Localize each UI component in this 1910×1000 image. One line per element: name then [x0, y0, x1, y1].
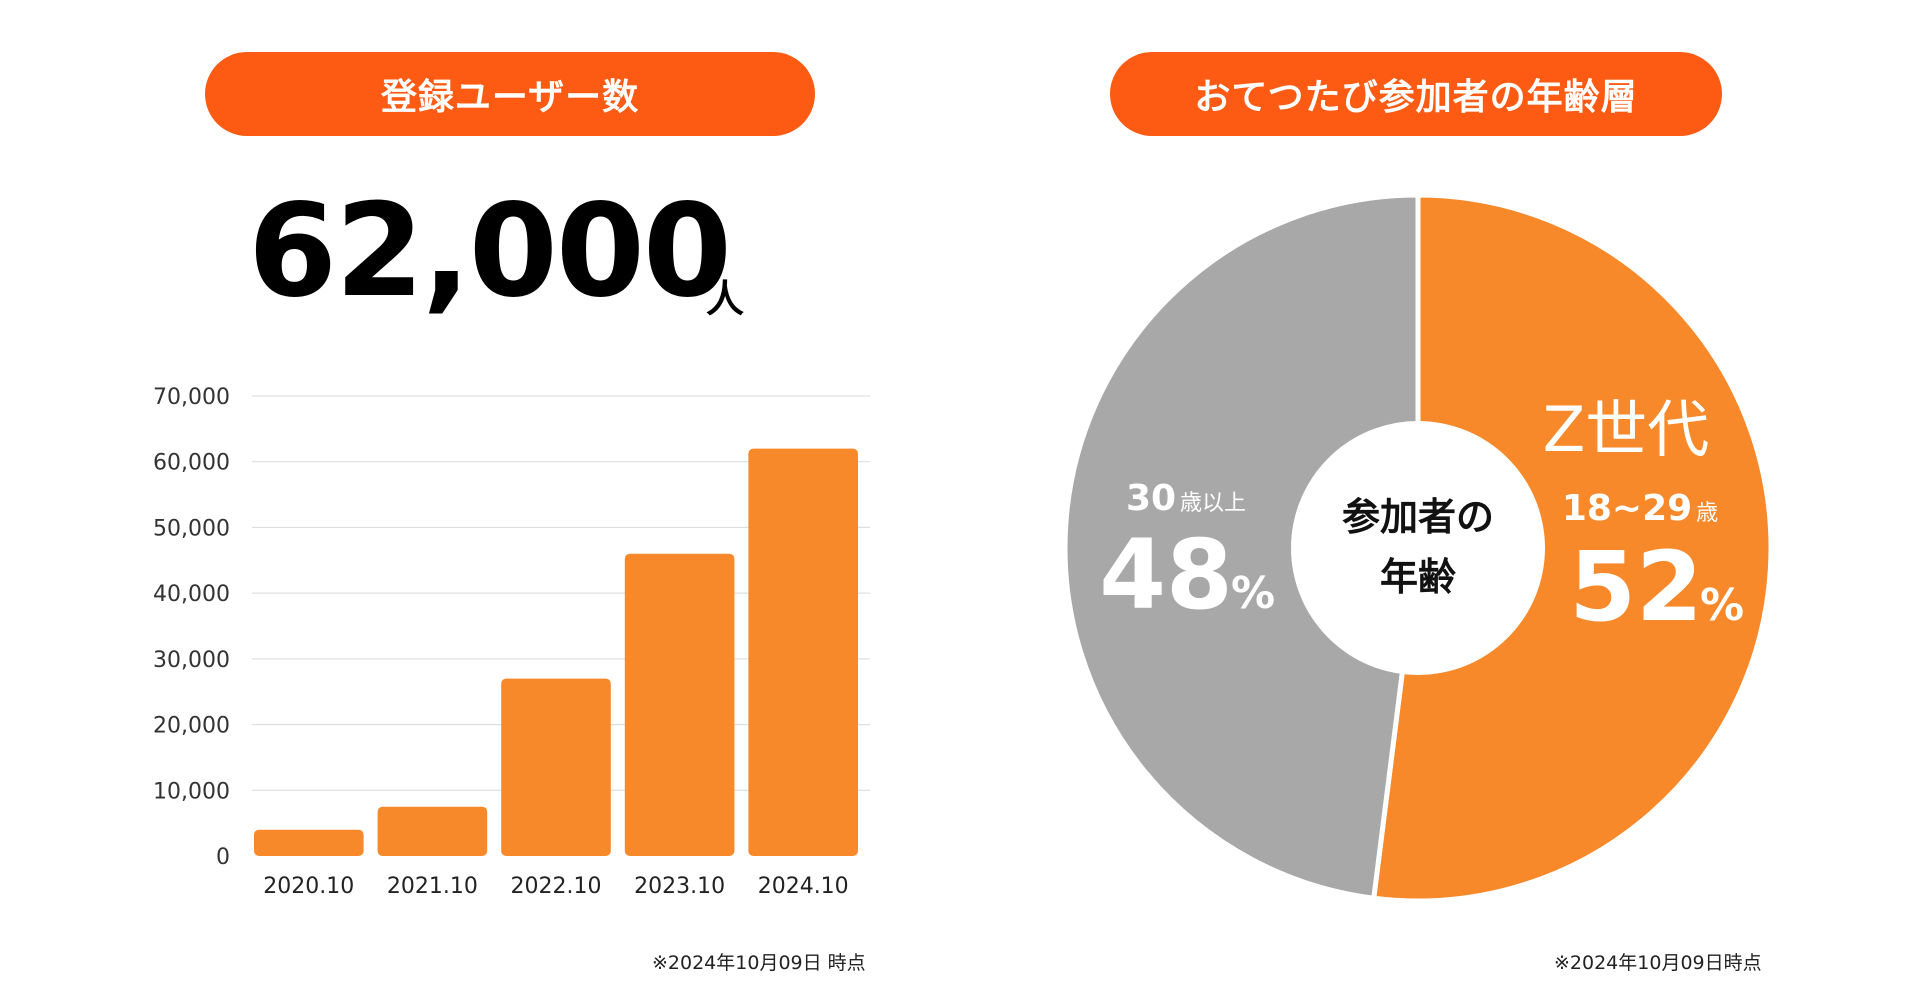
total-users-number: 62,000	[248, 177, 732, 326]
y-tick-label: 60,000	[153, 451, 230, 476]
y-tick-label: 20,000	[153, 714, 230, 739]
registered-users-title: 登録ユーザー数	[205, 52, 815, 136]
x-tick-label: 2023.10	[634, 874, 725, 899]
age-group-title: おてつたび参加者の年齢層	[1110, 52, 1722, 136]
y-tick-label: 40,000	[153, 582, 230, 607]
pie-center-label-line2: 年齢	[1380, 555, 1456, 599]
over-30-age-label: 30 歳以上	[1126, 478, 1246, 519]
right-footnote: ※2024年10月09日時点	[1554, 952, 1762, 974]
bar	[624, 553, 735, 856]
over-30-percent-value: 48	[1099, 519, 1233, 631]
bar	[748, 448, 858, 856]
gen-z-percent-value: 52	[1569, 531, 1703, 643]
x-tick-label: 2024.10	[758, 874, 849, 899]
bar	[254, 829, 364, 856]
left-footnote: ※2024年10月09日 時点	[652, 952, 866, 974]
x-tick-label: 2022.10	[511, 874, 602, 899]
pie-slice-over-30	[1062, 192, 1421, 902]
y-tick-label: 50,000	[153, 516, 230, 541]
y-tick-label: 30,000	[153, 648, 230, 673]
pie-slice-gen-z	[1370, 192, 1774, 904]
x-tick-label: 2020.10	[263, 874, 354, 899]
y-tick-label: 0	[216, 845, 230, 870]
bar	[377, 806, 488, 856]
bar	[501, 678, 611, 856]
gen-z-age-range: 18~29 歳	[1562, 488, 1718, 529]
y-tick-label: 10,000	[153, 779, 230, 804]
y-tick-label: 70,000	[153, 385, 230, 410]
pie-center-label-line1: 参加者の	[1342, 495, 1494, 539]
x-tick-label: 2021.10	[387, 874, 478, 899]
over-30-percent-sign: %	[1231, 568, 1275, 619]
gen-z-percent-sign: %	[1700, 580, 1744, 631]
pie-center-hole	[1291, 421, 1545, 675]
total-users-unit: 人	[706, 277, 745, 321]
gen-z-label: Z世代	[1543, 393, 1709, 466]
